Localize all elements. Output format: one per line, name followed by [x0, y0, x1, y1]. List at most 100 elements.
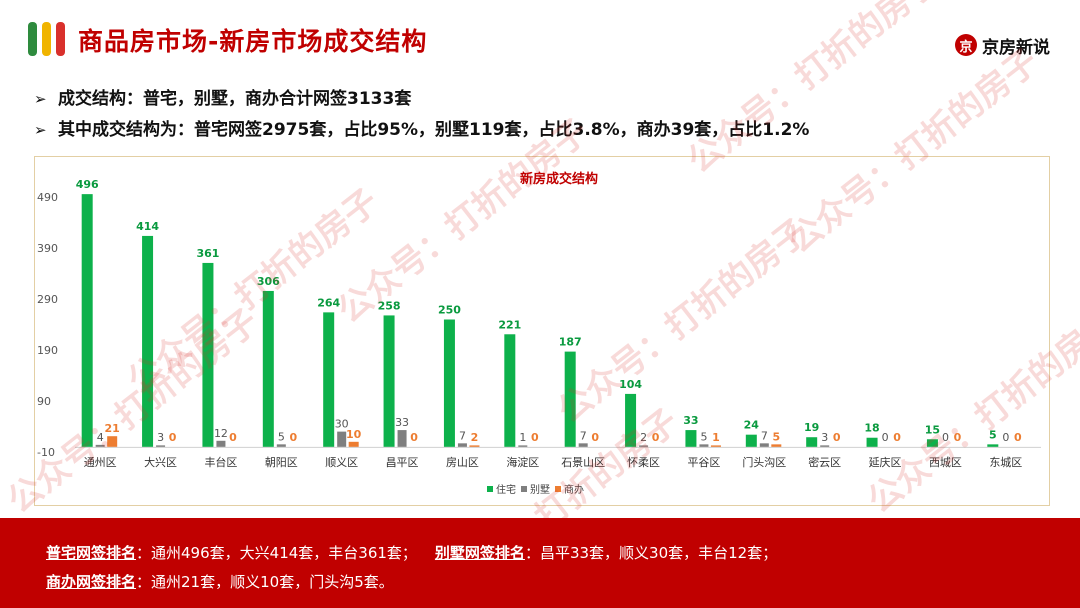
bar-住宅 [383, 315, 395, 447]
data-label: 24 [744, 419, 760, 432]
brand-mark-icon: 京 [955, 34, 977, 56]
bar-别墅 [578, 443, 588, 447]
x-tick-label: 门头沟区 [742, 455, 786, 469]
bullet-2: ➢ 其中成交结构为：普宅网签2975套，占比95%，别墅119套，占比3.8%，商… [34, 115, 809, 146]
x-tick-label: 怀柔区 [627, 456, 660, 469]
x-axis: 通州区 大兴区 丰台区 朝阳区 顺义区 昌平区 房山区 海淀区 石景山区 怀柔区 平谷区 门头沟区 密云… [75, 446, 1041, 469]
data-label: 0 [410, 431, 418, 444]
data-label: 250 [438, 304, 461, 317]
data-label: 21 [105, 422, 120, 435]
arrow-right-icon: ➢ [34, 121, 47, 139]
data-label: 0 [1014, 431, 1022, 444]
page-title: 商品房市场-新房市场成交结构 [78, 27, 428, 56]
data-label: 264 [317, 296, 340, 309]
data-label: 18 [864, 422, 879, 435]
bar-住宅 [202, 262, 214, 447]
bar-住宅 [806, 437, 818, 447]
data-label: 0 [942, 431, 949, 444]
x-tick-label: 朝阳区 [265, 456, 298, 469]
bar-住宅 [262, 290, 274, 447]
y-axis: 490 390 290 190 90 -10 [37, 191, 58, 459]
brand-logo: 京 京房新说 [955, 30, 1050, 60]
bar-别墅 [820, 445, 830, 447]
residential-ranking-label: 普宅网签排名 [46, 544, 137, 562]
data-label: 361 [196, 247, 219, 260]
bar-别墅 [759, 443, 769, 447]
bar-住宅 [443, 319, 455, 447]
bar-住宅 [987, 444, 999, 447]
data-label: 7 [580, 429, 587, 442]
bar-住宅 [745, 434, 757, 447]
data-label: 19 [804, 421, 819, 434]
footer-banner: 普宅网签排名：通州496套，大兴414套，丰台361套； 别墅网签排名：昌平33套… [0, 518, 1080, 608]
brand-name: 京房新说 [982, 37, 1050, 58]
data-label: 3 [157, 431, 164, 444]
data-label: 5 [700, 430, 707, 443]
data-label: 33 [395, 416, 409, 429]
bar-别墅 [276, 444, 286, 447]
commercial-ranking-text: ：通州21套，顺义10套，门头沟5套。 [136, 573, 394, 591]
x-tick-label: 顺义区 [325, 456, 358, 469]
legend-swatch [487, 486, 493, 492]
data-label: 0 [893, 431, 901, 444]
data-label: 7 [761, 429, 768, 442]
bar-住宅 [142, 235, 154, 447]
data-label: 0 [652, 431, 660, 444]
data-label: 0 [289, 431, 297, 444]
bar-别墅 [699, 444, 709, 447]
data-label: 0 [169, 431, 177, 444]
bar-别墅 [639, 445, 649, 447]
bar-别墅 [95, 444, 105, 447]
bar-住宅 [866, 437, 878, 447]
bar-住宅 [685, 430, 697, 447]
data-label: 4 [97, 431, 104, 444]
data-label: 0 [954, 431, 962, 444]
chart-legend: 住宅 别墅 商办 [487, 483, 584, 496]
bar-商办 [710, 445, 721, 447]
x-tick-label: 昌平区 [386, 456, 419, 469]
data-label: 0 [1002, 431, 1009, 444]
data-label: 221 [498, 318, 521, 331]
y-tick-label: 390 [37, 242, 58, 255]
commercial-ranking-label: 商办网签排名 [46, 573, 137, 591]
data-label: 258 [378, 299, 401, 312]
villa-ranking-label: 别墅网签排名 [434, 544, 525, 562]
x-tick-label: 大兴区 [144, 455, 177, 469]
legend-label: 住宅 [496, 483, 516, 496]
bar-住宅 [504, 334, 516, 447]
x-tick-label: 海淀区 [506, 455, 539, 469]
x-tick-label: 通州区 [84, 456, 117, 469]
bar-别墅 [457, 443, 467, 447]
data-label: 104 [619, 378, 642, 391]
bar-住宅 [564, 351, 576, 447]
data-label: 306 [257, 275, 280, 288]
chart-panel: 新房成交结构 490 390 290 190 90 -10 496 4 21 414 3 0 361 1… [34, 156, 1050, 506]
bar-别墅 [518, 445, 528, 447]
residential-ranking-text: ：通州496套，大兴414套，丰台361套； [136, 544, 417, 562]
x-tick-label: 东城区 [989, 456, 1022, 469]
bar-商办 [469, 445, 480, 447]
x-tick-label: 密云区 [808, 455, 841, 469]
legend-swatch [521, 486, 527, 492]
y-tick-label: 90 [37, 395, 51, 408]
data-label: 0 [229, 431, 237, 444]
bullet-1: ➢ 成交结构：普宅，别墅，商办合计网签3133套 [34, 84, 809, 115]
chart-title: 新房成交结构 [520, 171, 598, 187]
summary-bullets: ➢ 成交结构：普宅，别墅，商办合计网签3133套 ➢ 其中成交结构为：普宅网签297… [34, 84, 809, 146]
data-label: 30 [335, 418, 349, 431]
bullet-2-text: 其中成交结构为：普宅网签2975套，占比95%，别墅119套，占比3.8%，商办… [58, 120, 810, 140]
bar-别墅 [337, 431, 347, 447]
data-label: 15 [925, 423, 940, 436]
data-label: 33 [683, 414, 698, 427]
bar-商办 [107, 436, 118, 447]
bar-别墅 [397, 430, 407, 447]
data-label: 3 [821, 431, 828, 444]
bar-商办 [348, 441, 359, 447]
data-label: 12 [214, 427, 228, 440]
x-tick-label: 延庆区 [869, 455, 902, 469]
data-label: 1 [519, 431, 526, 444]
logo-bars-icon [28, 22, 68, 56]
x-tick-label: 西城区 [929, 456, 962, 469]
